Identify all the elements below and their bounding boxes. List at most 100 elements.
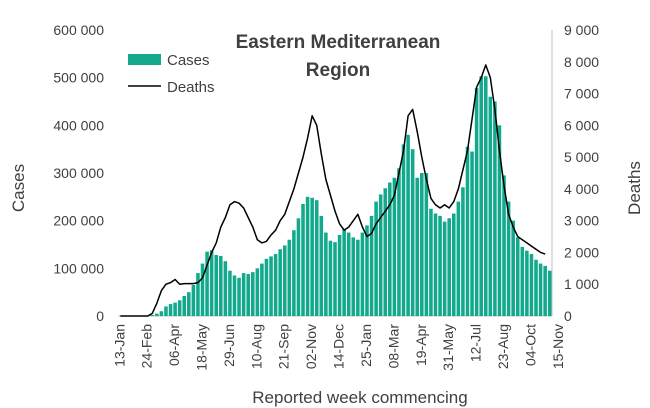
cases-bar [488,96,493,316]
x-tick-label: 02-Nov [303,324,319,369]
cases-bar [538,263,543,316]
x-tick-label: 15-Nov [550,324,566,369]
cases-bar [433,213,438,316]
cases-bar [187,292,191,316]
cases-bar [228,270,232,316]
cases-bar [278,249,282,316]
x-axis-title: Reported week commencing [252,388,467,407]
legend-deaths-label: Deaths [167,79,215,96]
cases-bar [456,201,461,316]
cases-bar [520,246,525,316]
x-tick-label: 23-Aug [495,324,511,369]
cases-bar [342,228,346,316]
cases-bar [333,242,337,316]
cases-bar [356,239,360,316]
cases-bar [401,144,406,316]
cases-bar [182,295,187,316]
cases-bar [470,151,474,316]
cases-bar [351,237,356,316]
x-tick-label: 21-Sep [276,324,292,369]
right-tick-label: 7 000 [564,86,599,102]
cases-bar [447,218,451,316]
x-tick-label: 14-Dec [331,324,347,369]
cases-bar [529,254,534,316]
cases-bar [365,225,369,316]
cases-bar [214,254,218,316]
left-tick-label: 100 000 [53,260,104,276]
cases-bar [200,263,205,316]
x-tick-label: 19-Apr [413,324,429,366]
cases-bar [369,215,374,316]
right-tick-label: 5 000 [564,149,599,165]
left-tick-label: 200 000 [53,213,104,229]
cases-bar [461,187,465,316]
cases-bar [282,245,287,316]
cases-bar [164,306,168,316]
cases-bar [502,175,506,316]
cases-bar [260,263,264,316]
cases-bar [237,277,241,316]
cases-bar [177,300,182,316]
cases-bar [241,273,246,316]
chart-title-line-2: Region [306,60,370,81]
x-tick-label: 10-Aug [248,324,264,369]
cases-bar [429,208,433,316]
cases-bar [250,272,255,316]
cases-bar [273,254,278,316]
cases-bar [346,232,351,316]
cases-bar [255,268,260,316]
cases-bar [547,270,552,316]
legend-cases-swatch [128,54,161,65]
cases-bar [442,221,447,316]
cases-bar [287,239,292,316]
right-y-ticks: 0 1 000 2 000 3 000 4 000 5 000 6 000 7 000 8 00… [564,22,599,324]
cases-bar [205,251,209,316]
cases-bar [246,274,250,316]
left-tick-label: 300 000 [53,165,104,181]
cases-bar [474,88,479,317]
cases-bar [209,250,214,316]
cases-bar [388,182,392,316]
cases-bar [410,149,415,316]
x-tick-label: 12-Jul [468,324,484,362]
x-tick-label: 08-Mar [385,324,401,369]
right-tick-label: 9 000 [564,22,599,38]
x-ticks: 13-Jan 24-Feb 06-Apr 18-May 29-Jun 10-Aug 21-S… [111,324,566,371]
right-tick-label: 4 000 [564,181,599,197]
x-tick-label: 24-Feb [139,324,155,369]
x-tick-label: 04-Oct [522,324,538,366]
x-tick-label: 06-Apr [166,324,182,366]
cases-bar [465,146,470,316]
cases-bar [168,304,173,316]
cases-bar [479,76,483,317]
cases-bar [296,218,301,316]
right-tick-label: 0 [564,308,572,324]
cases-bar [525,250,529,316]
cases-bar [534,259,538,316]
right-tick-label: 3 000 [564,213,599,229]
cases-bar [292,230,296,316]
cases-bar [310,197,314,316]
chart-title-line-1: Eastern Mediterranean [236,32,441,53]
cases-bar [219,255,223,316]
cases-bar [150,315,155,316]
left-tick-label: 500 000 [53,70,104,86]
left-tick-label: 400 000 [53,117,104,133]
cases-bar [506,201,511,316]
x-tick-label: 31-May [440,324,456,371]
left-y-ticks: 0 100 000 200 000 300 000 400 000 500 000 600 … [53,22,104,324]
cases-bar [301,203,305,316]
cases-bar [515,237,520,316]
cases-bar [493,101,497,316]
cases-bar [497,125,502,316]
right-axis-title: Deaths [625,161,644,215]
right-tick-label: 8 000 [564,54,599,70]
cases-bar [191,285,196,316]
cases-bar [415,177,420,316]
cases-bars [150,76,552,317]
cases-bar [483,76,488,317]
x-tick-label: 25-Jan [358,324,374,367]
cases-bar [452,213,456,316]
cases-bar [511,220,515,316]
